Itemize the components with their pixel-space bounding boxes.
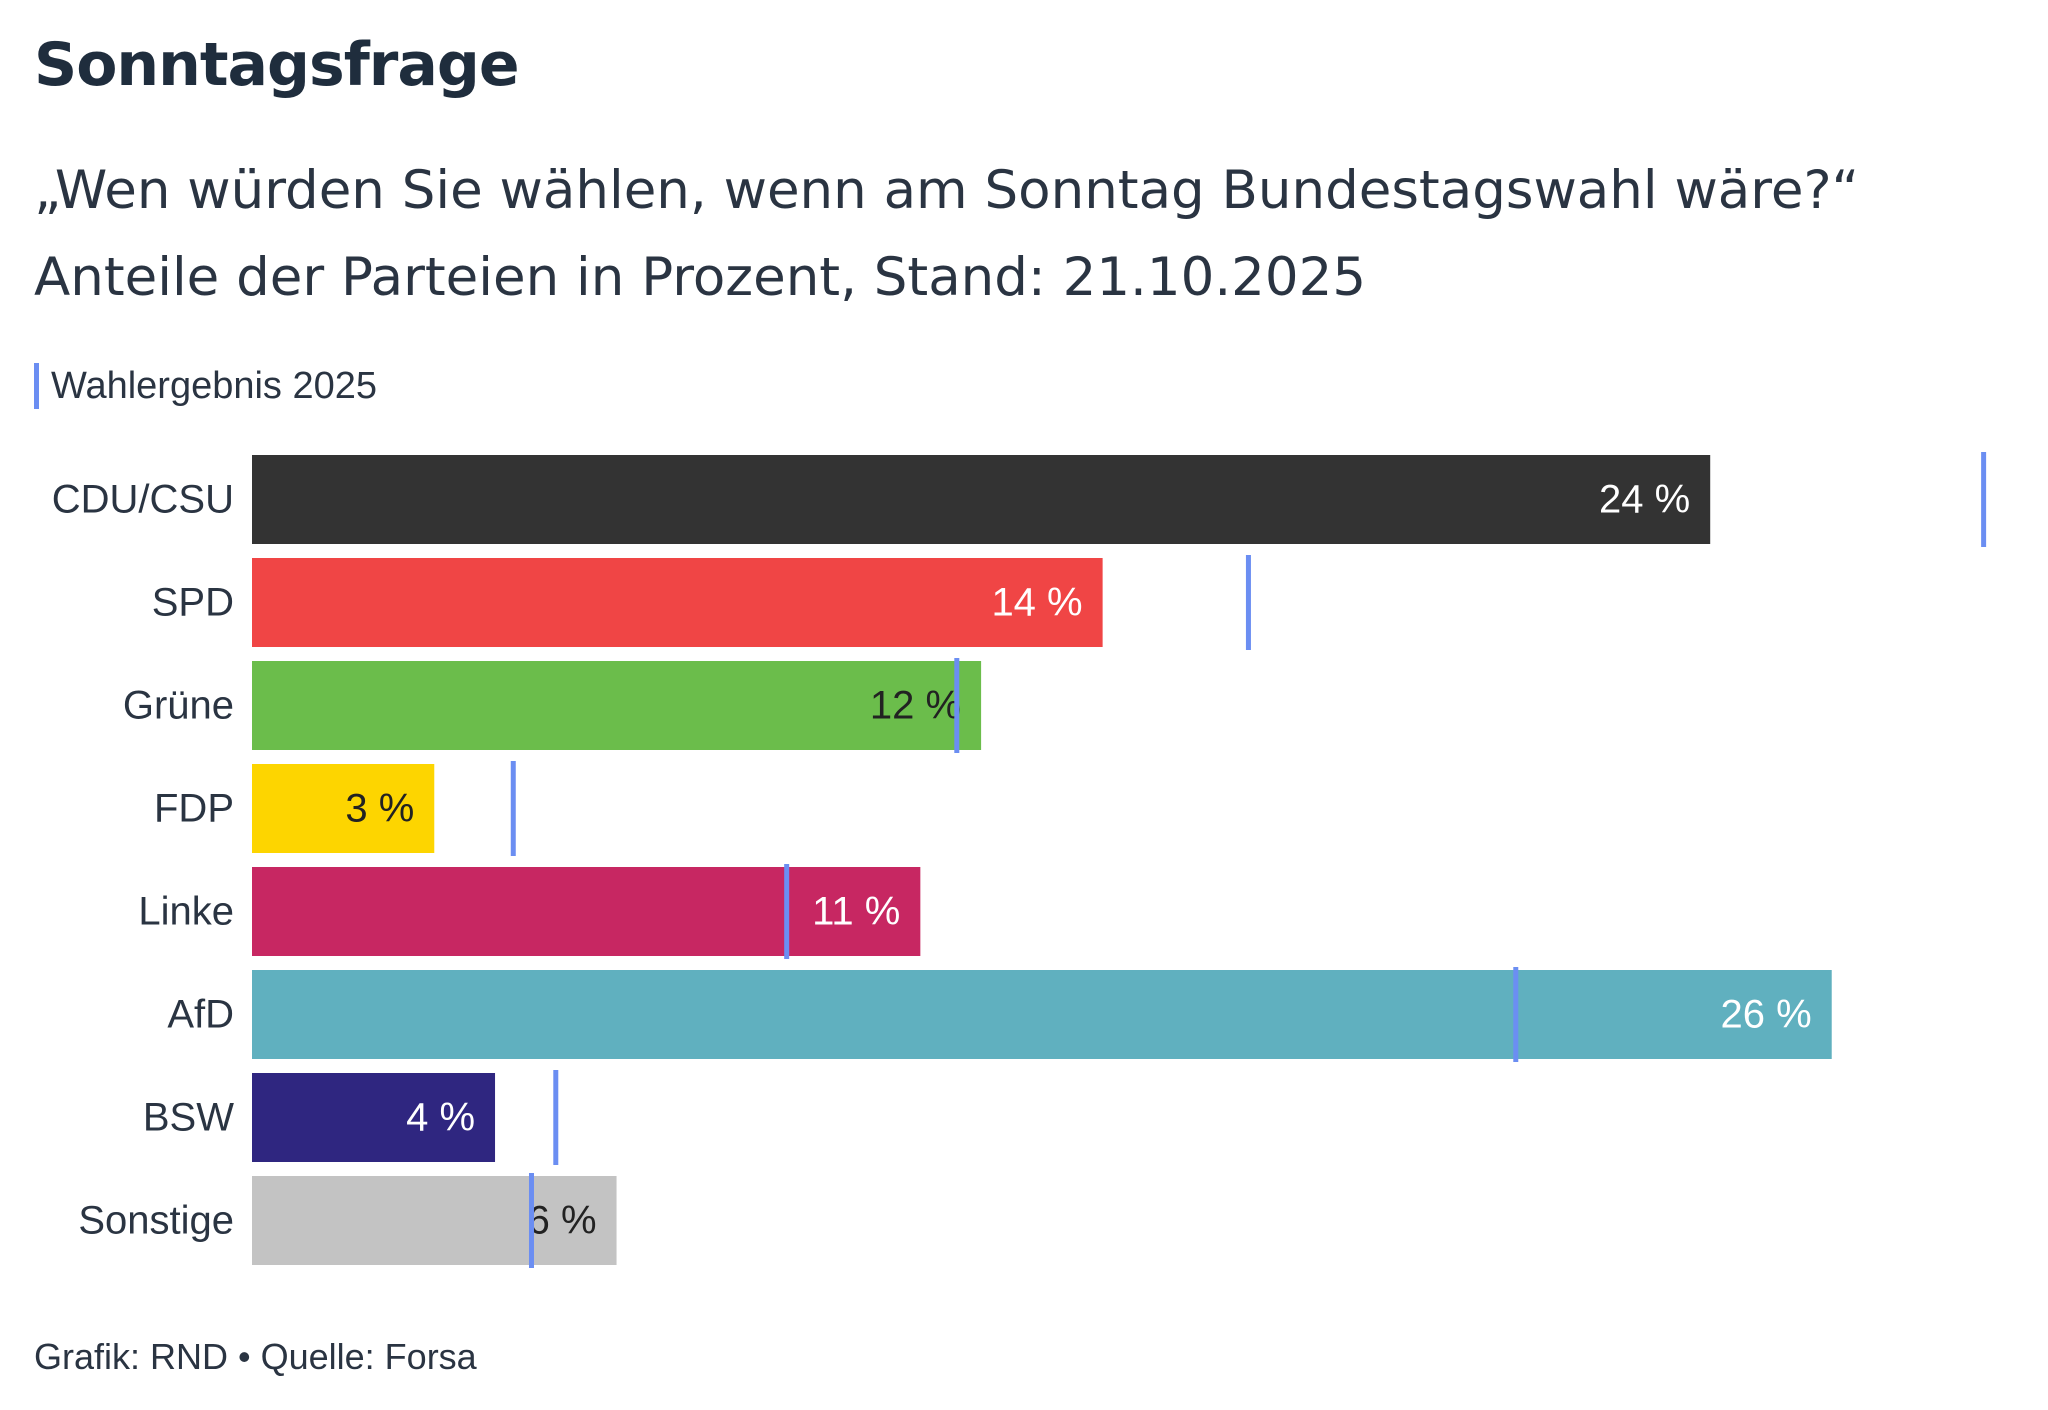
legend-marker-swatch (34, 363, 39, 409)
value-label-sonstige: 6 % (528, 1199, 597, 1243)
legend: Wahlergebnis 2025 (34, 363, 377, 409)
bar-cdu-csu (252, 455, 1711, 544)
category-label-sonstige: Sonstige (78, 1199, 234, 1243)
bar-bsw (252, 1073, 496, 1162)
value-label-bsw: 4 % (406, 1096, 475, 1140)
bar-fdp (252, 764, 435, 853)
category-label-spd: SPD (152, 581, 234, 625)
value-label-linke: 11 % (812, 890, 900, 934)
category-label-linke: Linke (138, 890, 234, 934)
election-2025-marker-cdu-csu (1981, 452, 1987, 547)
source-footer: Grafik: RND • Quelle: Forsa (34, 1336, 477, 1377)
bar-afd (252, 970, 1832, 1059)
category-label-gr-ne: Grüne (123, 684, 234, 728)
bar-spd (252, 558, 1103, 647)
chart-title: Sonntagsfrage (34, 30, 520, 100)
election-2025-marker-fdp (510, 761, 516, 856)
election-2025-marker-afd (1513, 967, 1519, 1062)
value-label-cdu-csu: 24 % (1599, 478, 1690, 522)
category-label-cdu-csu: CDU/CSU (52, 478, 234, 522)
election-2025-marker-spd (1245, 555, 1251, 650)
bar-sonstige (252, 1176, 617, 1265)
election-2025-marker-sonstige (528, 1173, 534, 1268)
bar-gr-ne (252, 661, 982, 750)
value-label-fdp: 3 % (345, 787, 414, 831)
chart-subtitle-question: „Wen würden Sie wählen, wenn am Sonntag … (34, 160, 1860, 221)
value-label-spd: 14 % (991, 581, 1082, 625)
election-2025-marker-bsw (553, 1070, 559, 1165)
value-label-gr-ne: 12 % (870, 684, 961, 728)
category-label-afd: AfD (167, 993, 234, 1037)
election-2025-marker-gr-ne (954, 658, 960, 753)
bar-chart: CDU/CSU 24 % SPD 14 % Grüne 12 % FDP 3 % Linke 11… (52, 452, 1987, 1268)
legend-label: Wahlergebnis 2025 (51, 364, 378, 407)
category-label-fdp: FDP (154, 787, 234, 831)
value-label-afd: 26 % (1721, 993, 1812, 1037)
category-label-bsw: BSW (143, 1096, 234, 1140)
election-2025-marker-linke (784, 864, 790, 959)
bar-linke (252, 867, 921, 956)
chart-subtitle-date: Anteile der Parteien in Prozent, Stand: … (34, 247, 1367, 308)
